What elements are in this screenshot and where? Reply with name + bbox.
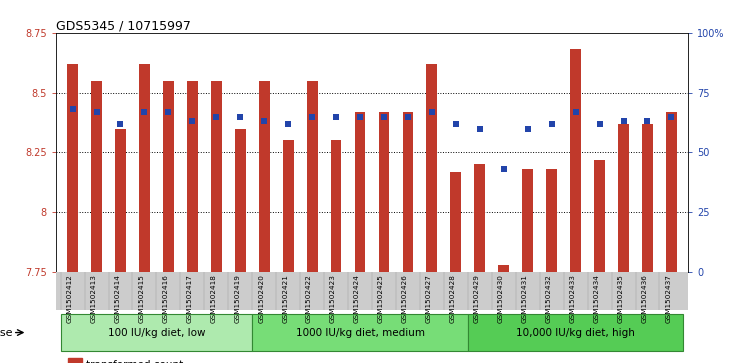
Text: transformed count: transformed count: [86, 360, 184, 363]
Text: 1000 IU/kg diet, medium: 1000 IU/kg diet, medium: [295, 327, 425, 338]
Bar: [139, 64, 150, 272]
Bar: [235, 129, 246, 272]
Bar: [522, 169, 533, 272]
Text: GSM1502414: GSM1502414: [115, 274, 121, 323]
Bar: [475, 164, 485, 272]
Text: GSM1502413: GSM1502413: [91, 274, 97, 323]
Bar: [666, 112, 677, 272]
Text: GSM1502425: GSM1502425: [378, 274, 384, 323]
Text: GSM1502416: GSM1502416: [162, 274, 168, 323]
Bar: [355, 112, 365, 272]
Text: GSM1502429: GSM1502429: [474, 274, 480, 323]
Bar: [403, 112, 414, 272]
Bar: [67, 64, 78, 272]
Text: GSM1502422: GSM1502422: [306, 274, 312, 323]
Bar: [546, 169, 557, 272]
Text: GSM1502412: GSM1502412: [66, 274, 73, 323]
Text: GSM1502417: GSM1502417: [186, 274, 193, 323]
Text: GSM1502420: GSM1502420: [258, 274, 264, 323]
Text: GSM1502421: GSM1502421: [282, 274, 288, 323]
Bar: [468, 314, 684, 351]
Text: GSM1502424: GSM1502424: [354, 274, 360, 323]
Bar: [426, 64, 437, 272]
Text: 10,000 IU/kg diet, high: 10,000 IU/kg diet, high: [516, 327, 635, 338]
Text: dose: dose: [0, 327, 13, 338]
Bar: [450, 172, 461, 272]
Text: GSM1502434: GSM1502434: [594, 274, 600, 323]
Text: GSM1502431: GSM1502431: [522, 274, 527, 323]
Bar: [163, 81, 174, 272]
Bar: [642, 124, 653, 272]
Text: 100 IU/kg diet, low: 100 IU/kg diet, low: [108, 327, 205, 338]
Bar: [259, 81, 269, 272]
Text: GSM1502433: GSM1502433: [570, 274, 576, 323]
Bar: [187, 81, 198, 272]
Bar: [307, 81, 318, 272]
Bar: [91, 81, 102, 272]
Text: GDS5345 / 10715997: GDS5345 / 10715997: [56, 20, 190, 33]
Bar: [498, 265, 509, 272]
Text: GSM1502428: GSM1502428: [450, 274, 456, 323]
Text: GSM1502415: GSM1502415: [138, 274, 144, 323]
Text: GSM1502435: GSM1502435: [618, 274, 623, 323]
Bar: [68, 358, 83, 363]
Bar: [60, 314, 252, 351]
Bar: [252, 314, 468, 351]
Bar: [379, 112, 389, 272]
Text: GSM1502419: GSM1502419: [234, 274, 240, 323]
Text: GSM1502437: GSM1502437: [665, 274, 671, 323]
Text: GSM1502423: GSM1502423: [330, 274, 336, 323]
Text: GSM1502427: GSM1502427: [426, 274, 432, 323]
Text: GSM1502432: GSM1502432: [545, 274, 551, 323]
Bar: [211, 81, 222, 272]
Text: GSM1502426: GSM1502426: [402, 274, 408, 323]
Bar: [330, 140, 341, 272]
Bar: [618, 124, 629, 272]
Bar: [115, 129, 126, 272]
Text: GSM1502430: GSM1502430: [498, 274, 504, 323]
Bar: [283, 140, 294, 272]
Bar: [570, 49, 581, 272]
Bar: [594, 160, 605, 272]
Text: GSM1502418: GSM1502418: [211, 274, 217, 323]
Text: GSM1502436: GSM1502436: [641, 274, 647, 323]
